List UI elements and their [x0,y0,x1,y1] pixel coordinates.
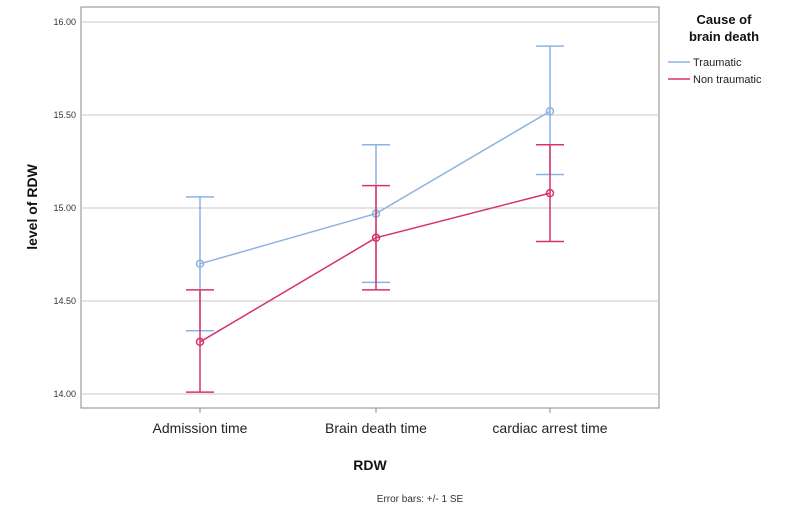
y-tick-label: 15.00 [53,203,76,213]
x-tick-label: Brain death time [325,420,427,436]
y-tick-label: 15.50 [53,110,76,120]
y-tick-label: 14.00 [53,389,76,399]
legend-label-traumatic: Traumatic [693,57,742,69]
legend-title-line-2: brain death [689,29,759,44]
y-tick-label: 16.00 [53,17,76,27]
x-tick-label: Admission time [153,420,248,436]
data-point [195,337,205,347]
legend-title-line-1: Cause of [697,12,753,27]
series-line [199,192,551,343]
legend-label-non-traumatic: Non traumatic [693,74,762,86]
x-tick-label: cardiac arrest time [492,420,607,436]
data-point [371,233,381,243]
data-point [195,259,205,269]
y-axis-title: level of RDW [24,163,40,249]
error-bars-footnote: Error bars: +/- 1 SE [377,494,464,505]
gridlines [81,21,659,395]
data-point [545,188,555,198]
data-point [545,107,555,116]
legend: Cause of brain death Traumatic Non traum… [668,12,762,86]
x-tick-labels: Admission time Brain death time cardiac ar… [153,408,608,436]
y-tick-label: 14.50 [53,296,76,306]
y-tick-labels: 14.00 14.50 15.00 15.50 16.00 [53,17,76,399]
x-axis-title: RDW [353,457,387,473]
series-group [186,45,564,393]
series-non-traumatic [186,144,564,393]
